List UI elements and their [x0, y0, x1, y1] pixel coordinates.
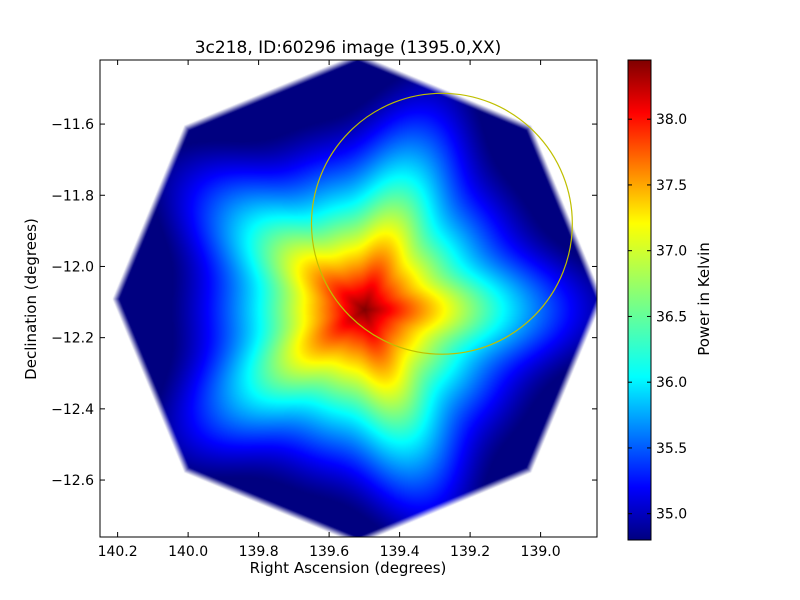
- y-tick-label: −12.2: [51, 331, 94, 347]
- x-axis: 140.2 140.0 139.8 139.6 139.4 139.2 139.0: [98, 60, 561, 560]
- colorbar-tick-label: 36.5: [656, 309, 687, 325]
- y-tick-label: −12.0: [51, 259, 94, 275]
- colorbar-tick-label: 35.5: [656, 441, 687, 457]
- colorbar: 35.0 35.5 36.0 36.5 37.0 37.5 38.0 Power in Ke…: [627, 59, 713, 541]
- x-tick-label: 139.6: [309, 544, 349, 560]
- axes-frame: [99, 59, 598, 538]
- colorbar-label: Power in Kelvin: [695, 242, 713, 356]
- y-tick-label: −12.4: [51, 402, 94, 418]
- x-tick-label: 139.4: [380, 544, 420, 560]
- x-axis-label: Right Ascension (degrees): [250, 559, 447, 577]
- colorbar-tick-label: 36.0: [656, 375, 687, 391]
- heatmap-image: [100, 60, 597, 537]
- x-tick-label: 139.8: [239, 544, 279, 560]
- plot-area: [99, 59, 598, 538]
- colorbar-ticks: 35.0 35.5 36.0 36.5 37.0 37.5 38.0: [628, 112, 687, 523]
- y-tick-label: −11.6: [51, 117, 94, 133]
- colorbar-tick-label: 37.5: [656, 178, 687, 194]
- overlay-circle: [310, 92, 573, 355]
- colorbar-tick-label: 37.0: [656, 244, 687, 260]
- colorbar-tick-label: 35.0: [656, 507, 687, 523]
- y-axis: −11.6 −11.8 −12.0 −12.2 −12.4 −12.6: [51, 117, 597, 489]
- x-tick-label: 140.0: [168, 544, 208, 560]
- x-tick-label: 140.2: [98, 544, 138, 560]
- x-tick-label: 139.2: [450, 544, 490, 560]
- chart-title: 3c218, ID:60296 image (1395.0,XX): [195, 38, 502, 58]
- colorbar-tick-label: 38.0: [656, 112, 687, 128]
- y-tick-label: −11.8: [51, 188, 94, 204]
- y-axis-label: Declination (degrees): [22, 218, 40, 380]
- y-tick-label: −12.6: [51, 473, 94, 489]
- colorbar-gradient: [627, 59, 652, 541]
- x-tick-label: 139.0: [521, 544, 561, 560]
